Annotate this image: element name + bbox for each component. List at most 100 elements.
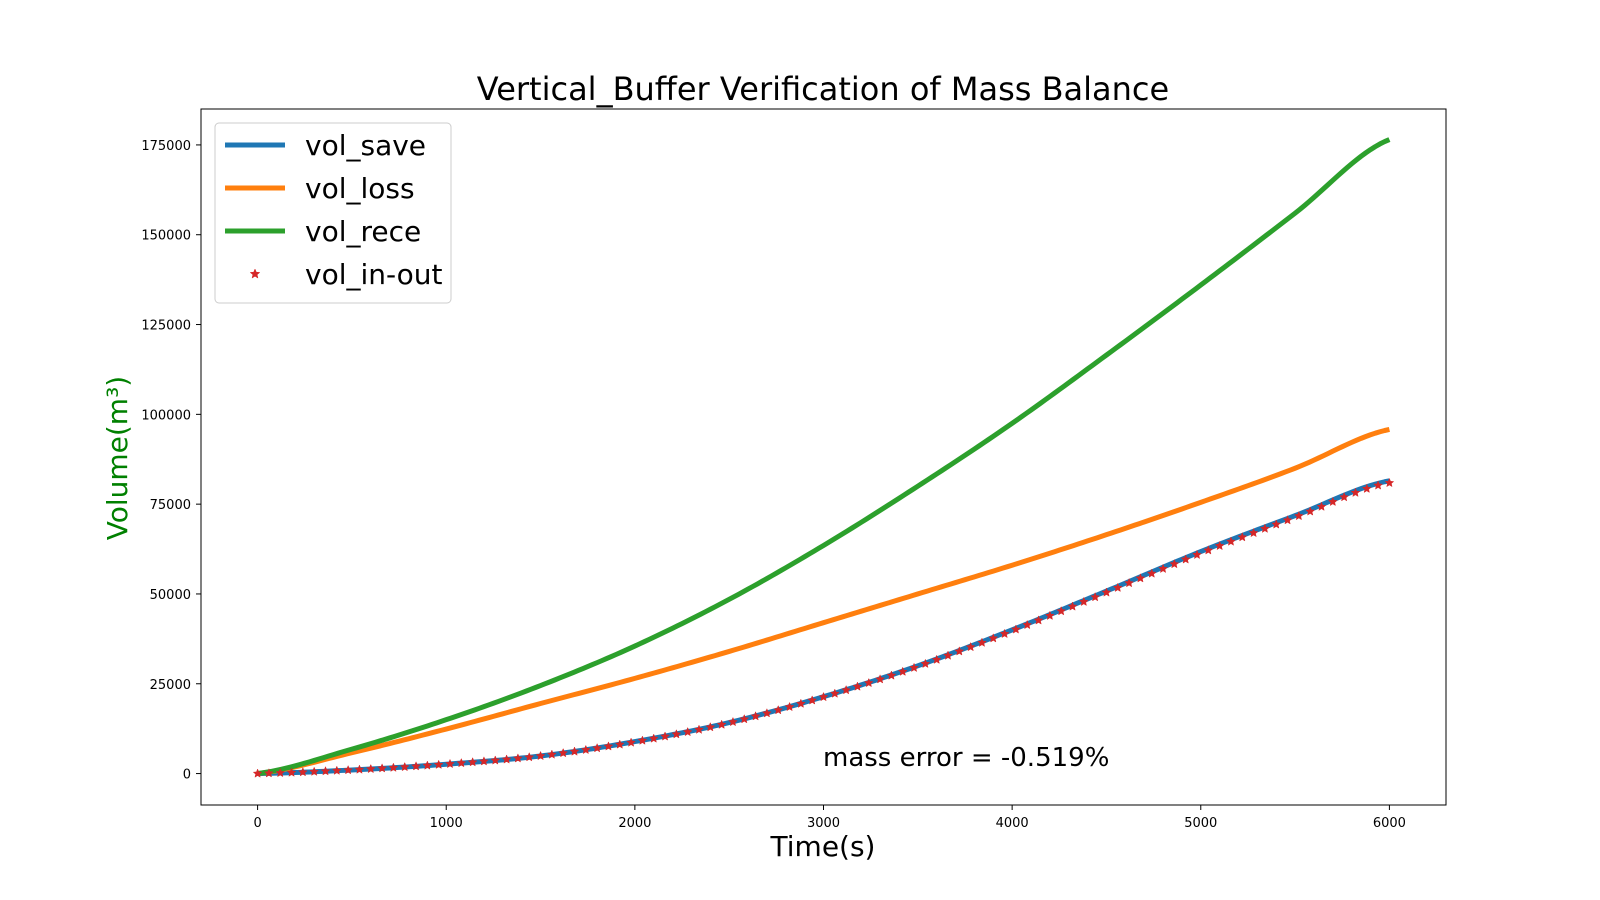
x-tick-label: 1000 (430, 816, 463, 831)
x-tick-label: 5000 (1184, 816, 1217, 831)
legend-item-vol-save: vol_save (225, 129, 426, 162)
legend-item-vol-rece: vol_rece (225, 215, 421, 248)
legend-item-vol-loss: vol_loss (225, 172, 415, 205)
marker-point (807, 695, 818, 705)
marker-point (1339, 492, 1350, 502)
marker-point (1158, 563, 1168, 573)
marker-point (354, 764, 365, 774)
marker-point (388, 762, 399, 772)
marker-point (886, 670, 897, 680)
marker-point (1316, 501, 1327, 511)
marker-point (252, 768, 263, 778)
marker-point (524, 752, 535, 762)
x-tick-label: 2000 (618, 816, 651, 831)
mass-error-annotation: mass error = -0.519% (823, 743, 1109, 773)
marker-point (1214, 540, 1225, 551)
marker-point (1361, 483, 1372, 493)
marker-point (320, 766, 331, 776)
marker-point (660, 731, 670, 741)
marker-point (1033, 615, 1044, 625)
marker-point (1226, 536, 1236, 546)
marker-point (422, 760, 433, 770)
marker-point (863, 677, 874, 688)
y-tick-label: 50000 (150, 588, 191, 603)
marker-point (558, 747, 569, 758)
marker-point (988, 633, 999, 643)
legend-label: vol_loss (305, 172, 415, 205)
marker-point (569, 746, 580, 756)
marker-point (750, 711, 761, 721)
marker-point (614, 739, 625, 749)
marker-point (762, 708, 772, 718)
marker-point (1350, 487, 1361, 497)
marker-point (1112, 582, 1123, 592)
marker-point (1305, 506, 1316, 516)
marker-point (1180, 554, 1191, 564)
marker-point (694, 724, 704, 734)
marker-point (297, 767, 308, 777)
marker-point (965, 641, 976, 652)
marker-point (399, 761, 410, 772)
marker-point (841, 685, 852, 695)
marker-point (818, 691, 829, 702)
marker-point (365, 763, 376, 774)
series-markers-vol-in-out (252, 477, 1395, 778)
marker-point (309, 766, 320, 776)
marker-point (1192, 549, 1202, 560)
y-axis: 0 25000 50000 75000 100000 125000 150000 175000 (141, 139, 201, 783)
marker-point (1011, 624, 1021, 634)
marker-point (977, 637, 987, 647)
marker-point (784, 701, 795, 712)
marker-point (479, 756, 489, 766)
x-axis-label: Time(s) (770, 830, 876, 863)
marker-point (773, 705, 784, 715)
marker-point (1248, 527, 1259, 538)
marker-point (897, 666, 908, 676)
marker-point (1169, 558, 1180, 569)
marker-point (829, 688, 840, 698)
marker-point (999, 628, 1010, 639)
y-tick-label: 150000 (141, 229, 191, 244)
marker-point (264, 768, 274, 778)
y-tick-label: 25000 (150, 678, 191, 693)
y-tick-label: 125000 (141, 319, 191, 334)
marker-point (1260, 523, 1270, 533)
marker-point (1044, 610, 1055, 620)
plot-area: mass error = -0.519% (200, 108, 1447, 806)
marker-point (331, 765, 342, 775)
marker-point (931, 654, 942, 664)
marker-point (954, 646, 965, 656)
marker-point (1282, 515, 1293, 525)
legend-items: vol_save vol_loss vol_rece vol_in-out (225, 129, 443, 291)
marker-point (852, 681, 863, 691)
series-group (252, 137, 1395, 778)
marker-point (875, 674, 885, 684)
marker-point (1237, 532, 1248, 542)
marker-point (739, 714, 750, 724)
y-tick-label: 175000 (141, 139, 191, 154)
marker-point (411, 761, 421, 771)
legend-label: vol_save (305, 129, 426, 162)
marker-point (275, 767, 286, 778)
marker-point (1067, 601, 1078, 611)
marker-point (943, 650, 953, 660)
y-tick-label: 100000 (141, 408, 191, 423)
y-axis-label: Volume(m³) (101, 376, 134, 541)
marker-point (1124, 577, 1134, 588)
marker-point (490, 755, 501, 765)
legend: vol_save vol_loss vol_rece vol_in-out (214, 122, 452, 304)
legend-swatch (249, 268, 261, 279)
marker-point (1373, 480, 1383, 490)
marker-point (1271, 519, 1282, 529)
marker-point (1203, 545, 1214, 555)
marker-point (286, 767, 297, 777)
marker-point (716, 719, 727, 729)
legend-label: vol_in-out (305, 258, 443, 291)
x-axis: 0 1000 2000 3000 4000 5000 6000 (253, 805, 1406, 831)
marker-point (1078, 596, 1089, 607)
marker-point (467, 757, 478, 767)
marker-point (546, 749, 557, 759)
marker-point (1090, 592, 1101, 602)
marker-point (433, 759, 444, 769)
y-tick-label: 75000 (150, 498, 191, 513)
